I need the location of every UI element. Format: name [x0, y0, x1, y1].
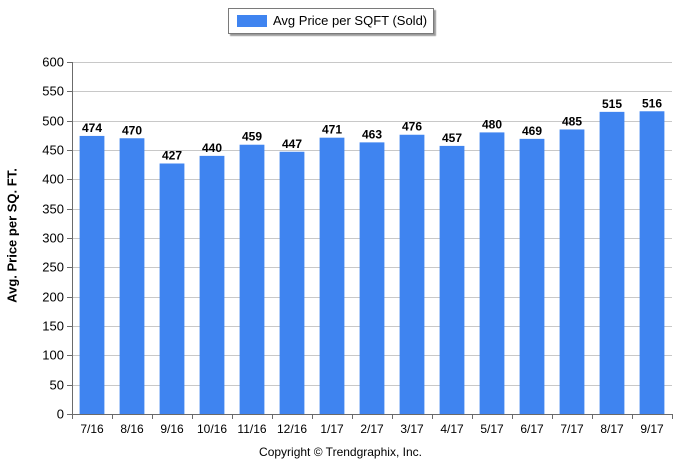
y-tick-label: 250 [42, 260, 64, 275]
y-tick-label: 50 [50, 378, 64, 393]
data-label: 469 [522, 124, 542, 138]
data-label: 459 [242, 130, 262, 144]
y-tick-label: 0 [57, 407, 64, 422]
y-tick-label: 600 [42, 55, 64, 70]
y-tick-label: 300 [42, 231, 64, 246]
data-label: 427 [162, 148, 182, 162]
data-label: 457 [442, 131, 462, 145]
y-tick-label: 550 [42, 84, 64, 99]
copyright-text: Copyright © Trendgraphix, Inc. [259, 445, 422, 459]
data-label: 440 [202, 141, 222, 155]
y-axis-label: Avg. Price per SQ. FT. [4, 168, 20, 303]
x-tick-label: 5/17 [480, 422, 504, 436]
y-tick-label: 350 [42, 202, 64, 217]
bar [119, 138, 145, 414]
data-label: 515 [602, 97, 622, 111]
bar [479, 132, 505, 414]
x-axis: 7/16 8/16 9/16 10/16 11/16 12/16 1/17 2/17 3/17 4… [72, 414, 673, 436]
bar [399, 134, 425, 414]
bar [279, 151, 305, 414]
legend-swatch [237, 15, 267, 27]
bar [639, 111, 665, 414]
data-label: 470 [122, 123, 142, 137]
bar [439, 145, 465, 415]
data-label: 485 [562, 114, 582, 128]
y-tick-label: 150 [42, 319, 64, 334]
x-tick-label: 1/17 [320, 422, 344, 436]
x-tick-label: 2/17 [360, 422, 384, 436]
data-label: 480 [482, 117, 502, 131]
x-tick-label: 11/16 [237, 422, 266, 436]
data-labels: 474 470 427 440 459 447 471 463 476 457 480 469 485 5… [82, 96, 662, 162]
bar [79, 135, 105, 415]
bar [159, 163, 185, 414]
bars [79, 111, 665, 415]
x-tick-label: 6/17 [520, 422, 544, 436]
x-tick-label: 8/17 [600, 422, 624, 436]
y-tick-label: 450 [42, 143, 64, 158]
y-tick-label: 100 [42, 348, 64, 363]
data-label: 471 [322, 123, 342, 137]
bar [519, 138, 545, 414]
x-tick-label: 3/17 [400, 422, 424, 436]
data-label: 476 [402, 120, 422, 134]
bar [559, 129, 585, 414]
x-tick-label: 4/17 [440, 422, 464, 436]
y-tick-label: 200 [42, 290, 64, 305]
legend-label: Avg Price per SQFT (Sold) [273, 13, 428, 28]
data-label: 516 [642, 96, 662, 110]
y-tick-label: 500 [42, 114, 64, 129]
legend: Avg Price per SQFT (Sold) [228, 8, 434, 34]
x-tick-label: 12/16 [277, 422, 307, 436]
x-tick-label: 7/17 [560, 422, 584, 436]
x-tick-label: 9/17 [640, 422, 664, 436]
x-tick-label: 9/16 [160, 422, 184, 436]
x-tick-label: 10/16 [197, 422, 227, 436]
x-tick-label: 8/16 [120, 422, 144, 436]
y-tick-label: 400 [42, 172, 64, 187]
data-label: 447 [282, 137, 302, 151]
bar [199, 155, 225, 414]
bar [319, 137, 345, 414]
data-label: 463 [362, 127, 382, 141]
data-label: 474 [82, 121, 102, 135]
bar [599, 111, 625, 414]
bar [359, 142, 385, 414]
y-axis: 0 50 100 150 200 250 300 350 400 450 500 550 600 [42, 55, 73, 422]
x-tick-label: 7/16 [80, 422, 104, 436]
bar [239, 144, 265, 414]
